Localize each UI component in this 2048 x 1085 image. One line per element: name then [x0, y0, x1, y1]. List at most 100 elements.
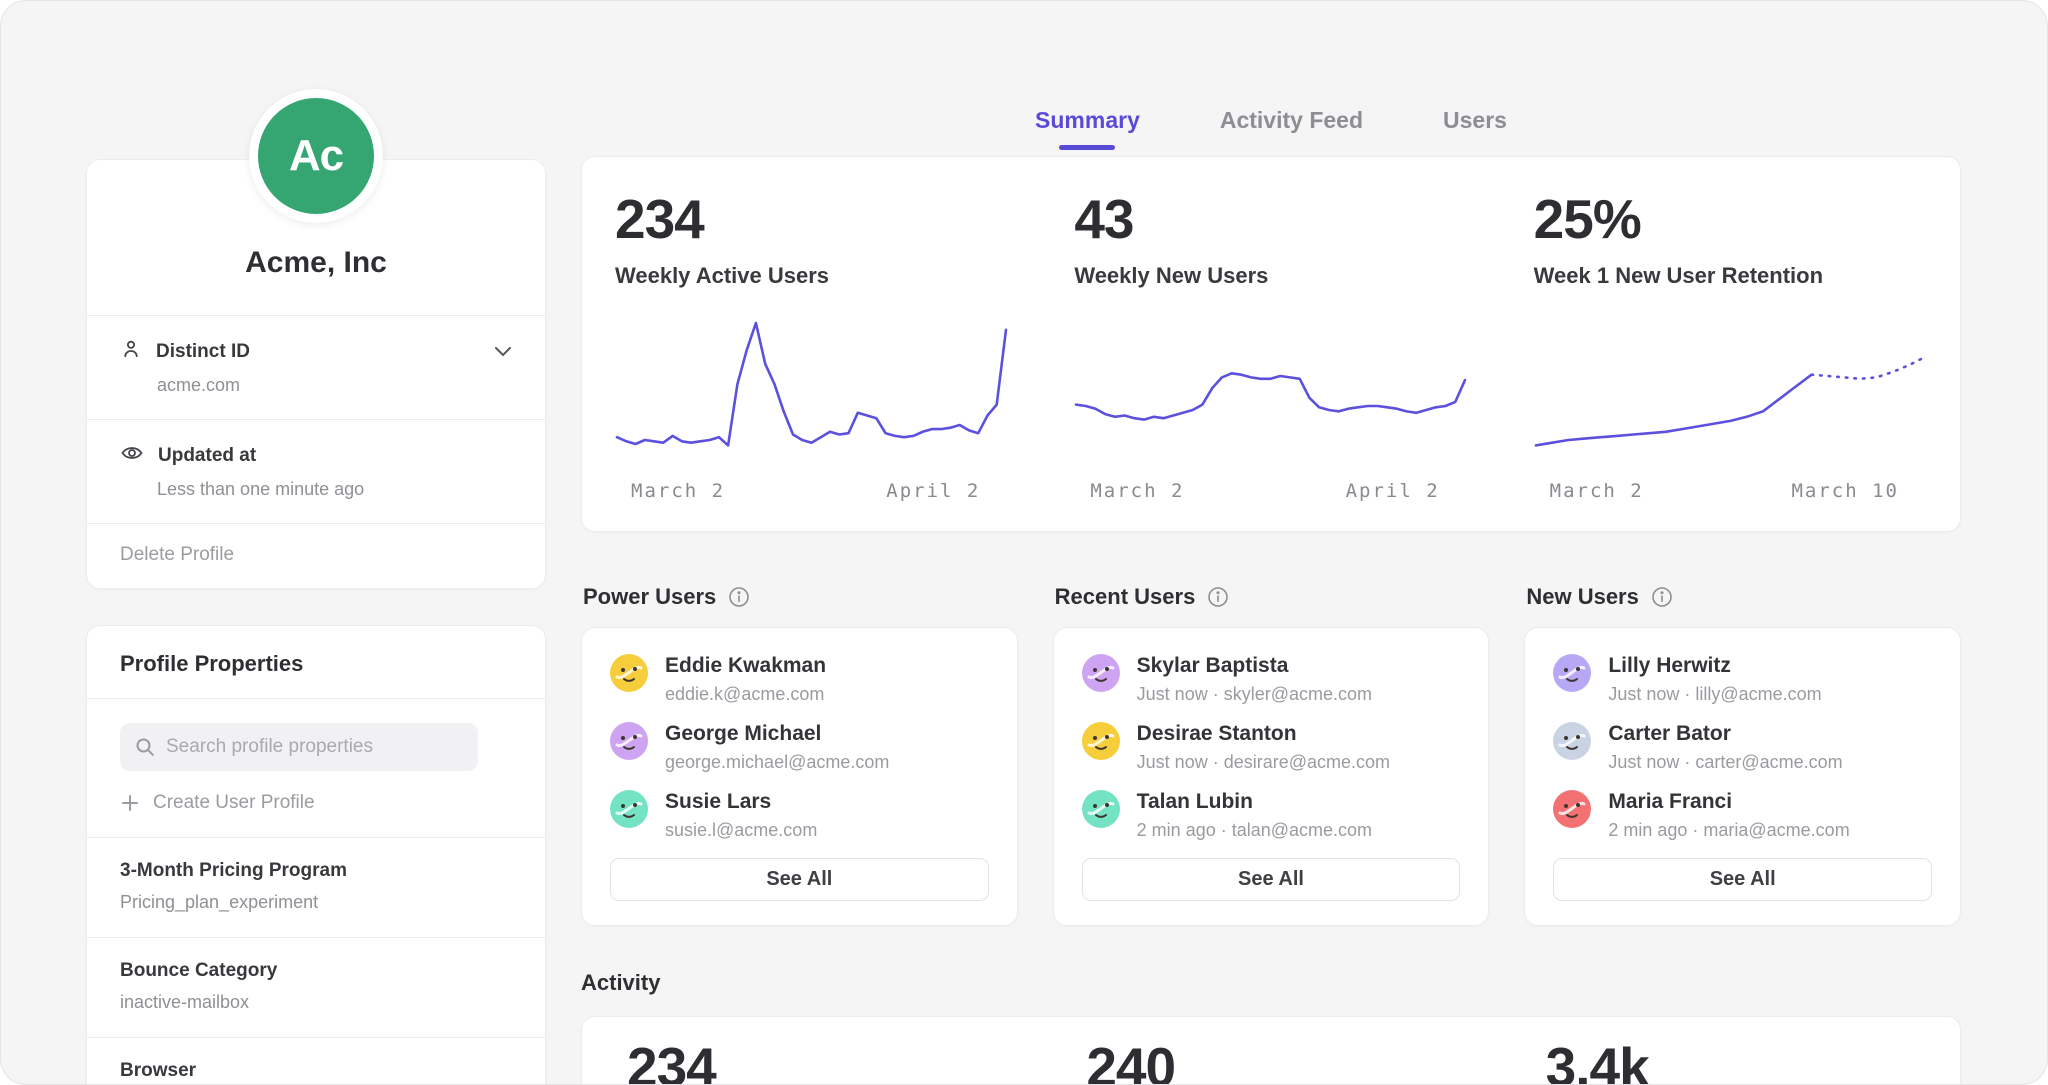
field-row-updated-at[interactable]: Updated at Less than one minute ago: [87, 420, 545, 523]
user-avatar: [610, 722, 648, 760]
user-detail: susie.l@acme.com: [665, 820, 818, 840]
property-value: Pricing_plan_experiment: [120, 892, 319, 912]
power-users-title: Power Users: [583, 584, 717, 609]
axis-tick: March 2: [1549, 480, 1644, 502]
stat-week1-retention: 25% Week 1 New User Retention March 2 Ma…: [1501, 157, 1960, 531]
user-name: Eddie Kwakman: [665, 654, 827, 677]
property-row[interactable]: 3-Month Pricing Program Pricing_plan_exp…: [87, 838, 545, 937]
user-detail: eddie.k@acme.com: [665, 684, 825, 704]
doodle-face-icon: [1087, 733, 1115, 750]
stat-label: Weekly New Users: [1074, 263, 1269, 288]
axis-tick: March 2: [631, 480, 726, 502]
user-name: Lilly Herwitz: [1608, 654, 1731, 677]
user-lists-row: Power Users Eddie Kwakman eddie.k@acme.c…: [581, 584, 1962, 926]
divider: [87, 698, 545, 699]
user-detail: 2 min ago · maria@acme.com: [1608, 820, 1850, 840]
eye-icon: [120, 442, 144, 469]
stat-label: Week 1 New User Retention: [1533, 263, 1824, 288]
doodle-face-icon: [1558, 801, 1586, 818]
sparkline-svg: [615, 321, 1008, 447]
property-row[interactable]: Bounce Category inactive-mailbox: [87, 938, 545, 1037]
divider: [87, 937, 545, 938]
tab-activity-feed[interactable]: Activity Feed: [1219, 107, 1364, 133]
property-name: Bounce Category: [120, 960, 278, 981]
profile-properties-card: Profile Properties Create User Profile: [86, 625, 546, 1084]
create-user-profile-label: Create User Profile: [153, 792, 315, 813]
see-all-button[interactable]: See All: [610, 858, 989, 901]
divider: [87, 1037, 545, 1038]
stat-value: 25%: [1533, 188, 1642, 250]
user-row[interactable]: Lilly Herwitz Just now · lilly@acme.com: [1553, 654, 1932, 705]
user-name: Skylar Baptista: [1136, 654, 1289, 677]
activity-card: 234 240 3.4k: [581, 1016, 1961, 1085]
person-icon: [120, 338, 142, 365]
user-row[interactable]: George Michael george.michael@acme.com: [610, 722, 989, 773]
axis-tick: April 2: [886, 480, 981, 502]
field-value: Less than one minute ago: [157, 479, 365, 499]
divider: [87, 837, 545, 838]
power-users-card: Eddie Kwakman eddie.k@acme.com George Mi…: [581, 627, 1018, 926]
info-icon[interactable]: [728, 586, 750, 608]
recent-users-title: Recent Users: [1054, 584, 1196, 609]
user-row[interactable]: Maria Franci 2 min ago · maria@acme.com: [1553, 790, 1932, 841]
user-detail: Just now · carter@acme.com: [1608, 752, 1843, 772]
field-row-distinct-id[interactable]: Distinct ID acme.com: [87, 316, 545, 419]
user-row[interactable]: Carter Bator Just now · carter@acme.com: [1553, 722, 1932, 773]
profile-sidebar: Ac Acme, Inc Distinct ID acme.com: [86, 89, 546, 1084]
doodle-face-icon: [1558, 665, 1586, 682]
activity-stat-value: 3.4k: [1545, 1036, 1650, 1085]
profile-card: Acme, Inc Distinct ID acme.com: [86, 159, 546, 589]
company-initials: Ac: [288, 131, 344, 180]
sparkline-weekly-active-users: [615, 315, 1008, 465]
field-label: Updated at: [158, 444, 257, 466]
new-users-title: New Users: [1526, 584, 1639, 609]
user-name: Desirae Stanton: [1136, 722, 1297, 745]
sparkline-svg: [1075, 371, 1467, 421]
sparkline-week1-retention: [1534, 315, 1927, 465]
user-avatar: [1081, 790, 1120, 828]
user-row[interactable]: Talan Lubin 2 min ago · talan@acme.com: [1081, 790, 1461, 841]
see-all-button[interactable]: See All: [1553, 858, 1933, 901]
chevron-down-icon[interactable]: [494, 346, 512, 357]
info-icon[interactable]: [1207, 586, 1229, 608]
see-all-button[interactable]: See All: [1081, 858, 1461, 901]
search-input[interactable]: [166, 736, 463, 758]
new-users-section: New Users Lilly Herwitz Just now · lilly…: [1524, 584, 1962, 926]
tab-bar: Summary Activity Feed Users: [581, 1, 1961, 150]
profile-properties-title: Profile Properties: [120, 651, 304, 676]
delete-profile-button[interactable]: Delete Profile: [120, 544, 235, 565]
x-axis-labels: March 2 April 2: [1074, 480, 1467, 502]
user-name: Carter Bator: [1608, 722, 1731, 745]
user-avatar: [1553, 722, 1592, 760]
tab-users[interactable]: Users: [1443, 107, 1507, 133]
property-row[interactable]: Browser Chrome: [87, 1038, 545, 1084]
summary-card: 234 Weekly Active Users March 2 April 2 …: [581, 156, 1961, 532]
axis-tick: April 2: [1345, 480, 1440, 502]
tab-summary[interactable]: Summary: [1035, 107, 1140, 150]
recent-users-section: Recent Users Skylar Baptista Just now · …: [1052, 584, 1490, 926]
user-detail: 2 min ago · talan@acme.com: [1136, 820, 1373, 840]
user-row[interactable]: Skylar Baptista Just now · skyler@acme.c…: [1081, 654, 1461, 705]
new-users-card: Lilly Herwitz Just now · lilly@acme.com …: [1524, 627, 1962, 926]
stat-value: 43: [1074, 188, 1134, 250]
user-row[interactable]: Susie Lars susie.l@acme.com: [610, 790, 989, 841]
x-axis-labels: March 2 March 10: [1534, 480, 1927, 502]
sparkline-svg: [1534, 355, 1926, 447]
company-name: Acme, Inc: [245, 246, 387, 279]
user-row[interactable]: Desirae Stanton Just now · desirare@acme…: [1081, 722, 1461, 773]
user-avatar: [1081, 654, 1120, 692]
user-detail: Just now · desirare@acme.com: [1136, 752, 1391, 772]
plus-icon: [120, 793, 140, 813]
axis-tick: March 10: [1791, 480, 1899, 502]
user-row[interactable]: Eddie Kwakman eddie.k@acme.com: [610, 654, 989, 705]
create-user-profile-button[interactable]: Create User Profile: [120, 771, 512, 837]
info-icon[interactable]: [1651, 586, 1673, 608]
user-name: Talan Lubin: [1136, 790, 1253, 813]
x-axis-labels: March 2 April 2: [615, 480, 1008, 502]
search-icon: [135, 737, 155, 757]
power-users-section: Power Users Eddie Kwakman eddie.k@acme.c…: [581, 584, 1018, 926]
doodle-face-icon: [615, 665, 643, 682]
property-name: Browser: [120, 1060, 197, 1081]
search-profile-properties-input[interactable]: [120, 723, 478, 771]
